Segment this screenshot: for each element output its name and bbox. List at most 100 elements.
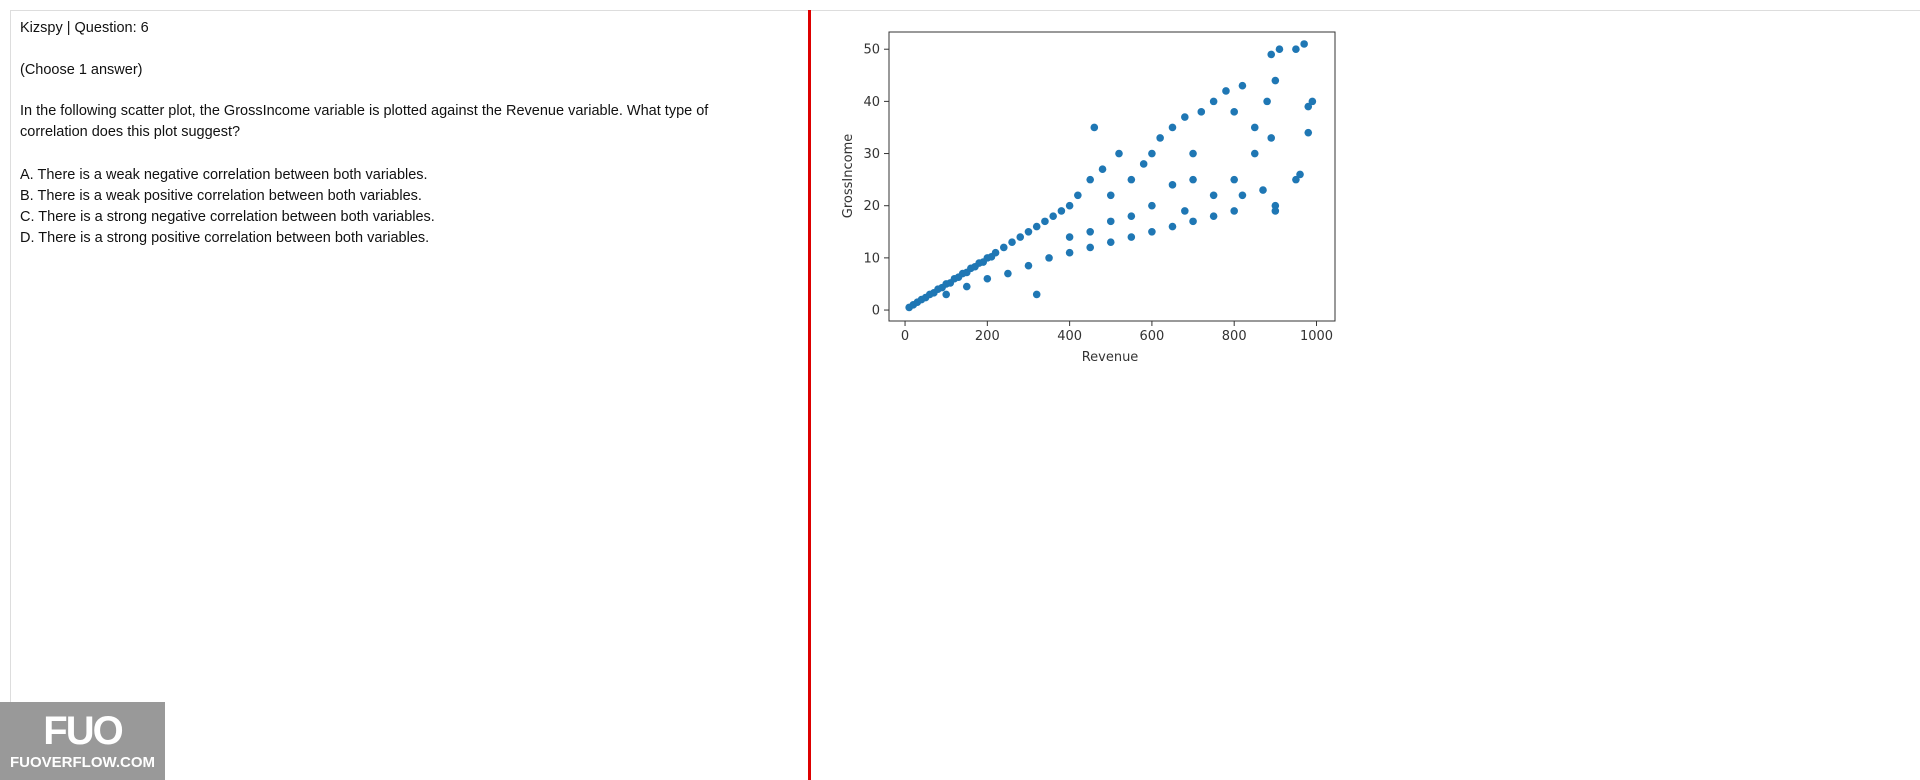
point bbox=[1041, 217, 1049, 226]
point bbox=[1296, 170, 1304, 179]
point bbox=[1090, 123, 1099, 132]
x-tick-label: 400 bbox=[1057, 329, 1082, 344]
point bbox=[1271, 76, 1280, 85]
logo-text: FUO bbox=[43, 709, 123, 753]
point bbox=[1065, 248, 1074, 257]
point bbox=[1271, 201, 1280, 210]
y-tick-label: 30 bbox=[863, 147, 880, 162]
point bbox=[1189, 217, 1197, 226]
point bbox=[1292, 45, 1300, 54]
y-tick-label: 10 bbox=[863, 251, 880, 266]
divider bbox=[808, 10, 811, 780]
plot-frame bbox=[888, 31, 1336, 322]
left-border bbox=[10, 10, 11, 780]
point bbox=[1189, 175, 1197, 184]
point bbox=[1308, 97, 1317, 106]
point bbox=[1250, 149, 1259, 158]
point bbox=[1127, 212, 1136, 220]
point bbox=[1292, 175, 1300, 184]
point bbox=[1300, 40, 1308, 48]
point bbox=[1250, 123, 1259, 132]
point bbox=[942, 290, 950, 299]
watermark-logo: FUO FUOVERFLOW.COM bbox=[0, 702, 165, 780]
point bbox=[1263, 97, 1271, 106]
point bbox=[1098, 165, 1107, 173]
y-tick-label: 0 bbox=[872, 304, 880, 319]
point bbox=[1024, 227, 1033, 236]
point bbox=[1304, 102, 1313, 111]
point bbox=[1275, 45, 1284, 54]
logo-site: FUOVERFLOW.COM bbox=[10, 754, 155, 771]
point bbox=[1271, 207, 1280, 215]
title: Kizspy | Question: 6 bbox=[20, 20, 149, 36]
instruction: (Choose 1 answer) bbox=[20, 62, 143, 78]
y-tick-label: 40 bbox=[863, 95, 880, 110]
point bbox=[999, 243, 1008, 252]
point bbox=[1004, 269, 1012, 278]
x-tick-label: 200 bbox=[975, 329, 1000, 344]
point bbox=[1127, 233, 1136, 241]
point bbox=[1209, 212, 1218, 220]
point bbox=[1181, 207, 1189, 215]
point bbox=[1065, 233, 1074, 241]
point bbox=[1057, 207, 1066, 215]
point bbox=[1304, 128, 1313, 137]
point bbox=[1209, 191, 1218, 200]
point bbox=[1032, 222, 1041, 231]
x-axis-label: Revenue bbox=[1082, 350, 1139, 365]
option[interactable]: A. There is a weak negative correlation … bbox=[20, 167, 428, 183]
point bbox=[1259, 186, 1267, 194]
point bbox=[1209, 97, 1218, 106]
point bbox=[1181, 113, 1189, 121]
point bbox=[1016, 233, 1025, 241]
point bbox=[1168, 123, 1177, 132]
point bbox=[1230, 175, 1238, 184]
point bbox=[1065, 201, 1074, 210]
point bbox=[1148, 149, 1156, 158]
point bbox=[1222, 87, 1230, 95]
point bbox=[1008, 238, 1016, 247]
point bbox=[1156, 134, 1164, 142]
point bbox=[1168, 181, 1177, 189]
top-border bbox=[10, 10, 1920, 11]
point bbox=[1115, 149, 1123, 158]
point bbox=[991, 248, 1000, 257]
point bbox=[1074, 191, 1082, 200]
point bbox=[1238, 191, 1247, 200]
option[interactable]: D. There is a strong positive correlatio… bbox=[20, 230, 430, 246]
question: In the following scatter plot, the Gross… bbox=[20, 103, 709, 140]
point bbox=[1148, 227, 1156, 236]
y-tick-label: 50 bbox=[863, 43, 880, 58]
y-tick-label: 20 bbox=[863, 199, 880, 214]
point bbox=[1230, 108, 1238, 116]
option[interactable]: B. There is a weak positive correlation … bbox=[20, 188, 422, 204]
point bbox=[1267, 134, 1276, 142]
point bbox=[1049, 212, 1057, 220]
x-tick-label: 600 bbox=[1139, 329, 1164, 344]
point bbox=[1230, 207, 1238, 215]
x-tick-label: 800 bbox=[1222, 329, 1247, 344]
point bbox=[1197, 108, 1206, 116]
point bbox=[1106, 238, 1115, 247]
option[interactable]: C. There is a strong negative correlatio… bbox=[20, 209, 435, 225]
point bbox=[1189, 149, 1197, 158]
point bbox=[1086, 243, 1094, 252]
point bbox=[1106, 191, 1115, 200]
point bbox=[1127, 175, 1136, 184]
point bbox=[1106, 217, 1115, 226]
x-tick-label: 0 bbox=[901, 329, 909, 344]
point bbox=[1148, 201, 1156, 210]
point bbox=[1024, 261, 1033, 270]
point bbox=[1139, 160, 1148, 168]
point bbox=[1238, 81, 1247, 90]
point bbox=[1086, 175, 1094, 184]
point bbox=[1045, 254, 1053, 262]
x-tick-label: 1000 bbox=[1300, 329, 1333, 344]
point bbox=[983, 274, 992, 283]
point bbox=[1086, 227, 1094, 236]
point bbox=[1267, 50, 1276, 59]
point bbox=[962, 282, 971, 291]
point bbox=[1168, 222, 1177, 231]
